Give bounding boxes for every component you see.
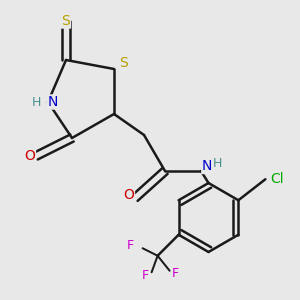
Text: H: H bbox=[213, 157, 222, 170]
Text: O: O bbox=[124, 188, 134, 202]
Text: O: O bbox=[25, 149, 35, 163]
Text: N: N bbox=[202, 160, 212, 173]
Text: H: H bbox=[31, 95, 41, 109]
Text: F: F bbox=[127, 239, 134, 252]
Text: S: S bbox=[61, 14, 70, 28]
Text: N: N bbox=[47, 95, 58, 109]
Text: F: F bbox=[172, 267, 179, 280]
Text: S: S bbox=[118, 56, 127, 70]
Text: Cl: Cl bbox=[271, 172, 284, 186]
Text: F: F bbox=[142, 269, 149, 282]
